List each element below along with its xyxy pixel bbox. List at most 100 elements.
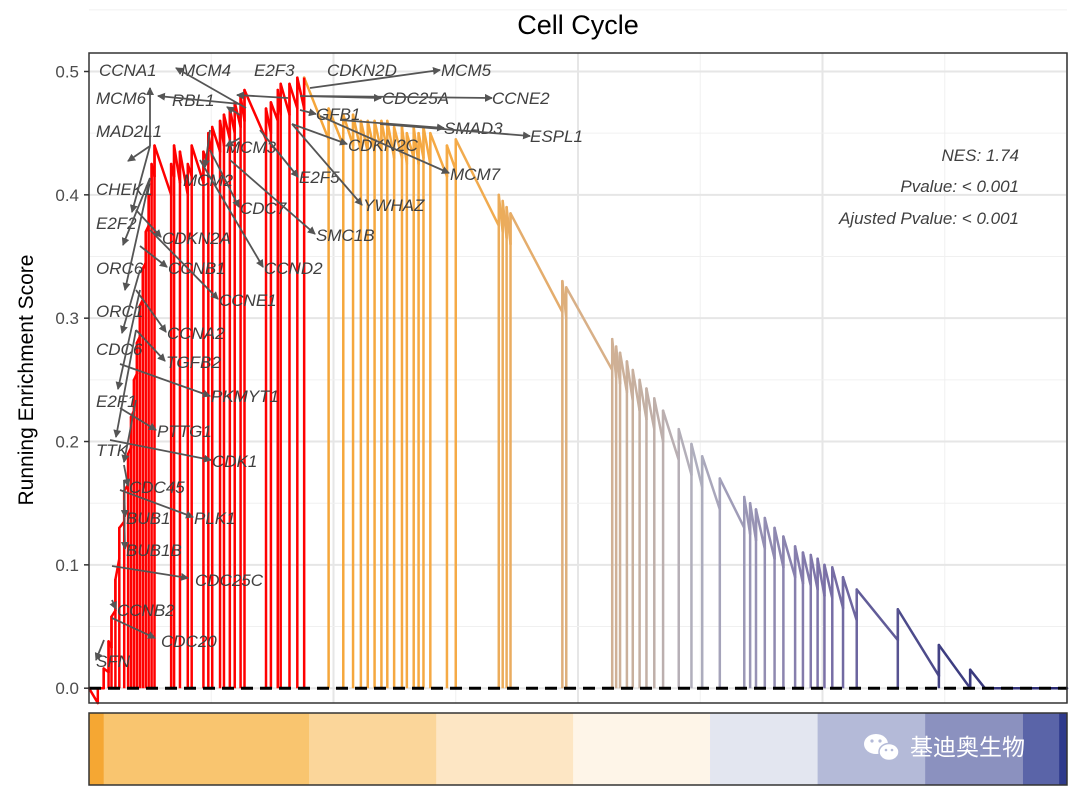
- gene-label-arrow: [109, 599, 117, 610]
- running-score-segment: [653, 397, 665, 443]
- running-score-segment: [968, 668, 987, 690]
- running-score-segment: [509, 212, 564, 314]
- running-score-segment: [841, 575, 858, 622]
- gene-label-arrow: [139, 245, 168, 268]
- running-score-segment: [677, 427, 693, 477]
- gene-label: CDKN2C: [348, 136, 419, 155]
- gene-label-arrow: [157, 92, 241, 105]
- gene-label: SMAD3: [444, 119, 503, 138]
- grid: [89, 9, 1068, 703]
- gene-label-arrow: [199, 159, 264, 268]
- gene-label: CHEK1: [96, 180, 153, 199]
- gene-label: CDKN2A: [162, 229, 231, 248]
- running-score-segment: [392, 125, 404, 160]
- heatmap-segment: [89, 713, 105, 785]
- gene-label-arrow: [135, 289, 167, 333]
- gene-label: PKMYT1: [211, 387, 279, 406]
- gene-label: ORC6: [96, 259, 144, 278]
- gene-label: BUB1: [126, 509, 170, 528]
- y-axis: 0.0 0.1 0.2 0.3 0.4 0.5: [55, 63, 89, 698]
- gene-label-arrow: [109, 439, 212, 463]
- running-score-segment: [896, 608, 941, 678]
- heatmap-segment: [103, 713, 310, 785]
- gene-label: BUB1B: [126, 541, 182, 560]
- gene-label: E2F2: [96, 214, 137, 233]
- running-score-segment: [937, 643, 972, 690]
- gene-label: MCM7: [450, 165, 501, 184]
- gene-label-arrow: [111, 617, 156, 639]
- y-tick-label: 0.4: [55, 186, 79, 205]
- gene-label: E2F3: [254, 61, 295, 80]
- y-axis-title: Running Enrichment Score: [15, 255, 38, 506]
- gene-label-arrow: [119, 407, 157, 431]
- plot-border: [88, 52, 1068, 704]
- running-score-segment: [445, 144, 457, 172]
- running-score-segment: [178, 150, 190, 197]
- gene-label: PLK1: [194, 509, 236, 528]
- heatmap-segment: [925, 713, 1024, 785]
- gene-label-arrow: [175, 67, 247, 109]
- heatmap-border: [88, 712, 1068, 786]
- running-score-segment: [210, 125, 222, 153]
- running-score-segment: [855, 588, 900, 642]
- gene-label: E2F1: [96, 392, 137, 411]
- gene-label-arrow: [127, 145, 151, 162]
- gene-label-arrow: [135, 329, 166, 362]
- enrichment-panel: [87, 52, 1069, 705]
- gene-label-arrow: [120, 499, 129, 550]
- running-score-segment: [823, 563, 834, 600]
- gene-label: CCNB2: [117, 601, 175, 620]
- running-score-segment: [288, 82, 299, 110]
- gene-label: CCNB1: [168, 259, 226, 278]
- gene-label-arrow: [299, 108, 317, 117]
- heatmap-segment: [1059, 713, 1068, 785]
- gene-label-arrow: [236, 91, 289, 100]
- gene-label-arrow: [113, 329, 137, 438]
- gene-label: CDKN2D: [327, 61, 397, 80]
- running-score-segment: [279, 82, 291, 116]
- gene-label: CDC20: [161, 632, 217, 651]
- gene-label-arrow: [379, 123, 531, 140]
- gene-label: TTK: [96, 441, 129, 460]
- gene-label-arrow: [319, 115, 450, 174]
- gene-label-arrow: [229, 159, 316, 235]
- gene-label: CDK1: [212, 452, 257, 471]
- running-score-segment: [645, 387, 656, 431]
- gene-label: MCM3: [226, 138, 277, 157]
- gene-label: CCNA2: [167, 324, 225, 343]
- running-score-segment: [718, 477, 746, 530]
- heatmap-segment: [710, 713, 819, 785]
- heatmap-segment: [1022, 713, 1060, 785]
- running-score-segment: [565, 286, 614, 372]
- gene-label-arrow: [119, 363, 211, 398]
- gene-label: CDC45: [129, 478, 185, 497]
- gene-label: MCM4: [181, 61, 231, 80]
- watermark: 基迪奥生物: [864, 734, 1025, 762]
- running-score-segment: [454, 138, 501, 227]
- running-score-segment: [87, 686, 100, 705]
- gene-label: ESPL1: [530, 127, 583, 146]
- gene-label-arrow: [225, 137, 241, 147]
- watermark-text: 基迪奥生物: [910, 735, 1025, 761]
- gene-label: CDC25A: [382, 89, 449, 108]
- running-score-segment: [782, 535, 797, 579]
- gene-label-arrow: [226, 106, 241, 116]
- heatmap-segment: [309, 713, 437, 785]
- gene-label: RBL1: [172, 91, 215, 110]
- running-score-segment: [831, 566, 845, 610]
- gene-label: PTTG1: [157, 422, 212, 441]
- gene-label: CDC25C: [195, 571, 264, 590]
- gene-label-arrow: [122, 464, 131, 487]
- running-score-segment: [773, 526, 785, 569]
- adj-pvalue-label: Ajusted Pvalue: < 0.001: [838, 209, 1019, 228]
- running-score-segment: [153, 144, 173, 197]
- nes-label: NES: 1.74: [942, 146, 1020, 165]
- gene-label: CCNE1: [219, 291, 277, 310]
- gene-label-arrow: [111, 565, 189, 581]
- gene-label-arrow: [209, 149, 240, 208]
- running-score-segment: [661, 409, 680, 462]
- gene-label: MCM5: [441, 61, 492, 80]
- y-tick-label: 0.5: [55, 63, 79, 82]
- stats-annotation: NES: 1.74 Pvalue: < 0.001 Ajusted Pvalue…: [838, 146, 1019, 228]
- running-score-segment: [243, 88, 268, 141]
